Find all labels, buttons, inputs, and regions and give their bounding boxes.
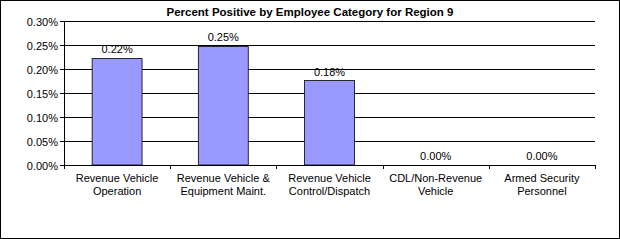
tick-mark [60, 93, 64, 94]
label-line: Equipment Maint. [180, 185, 266, 197]
category-label: Revenue VehicleOperation [76, 172, 159, 197]
label-line: Operation [93, 185, 141, 197]
data-label: 0.00% [526, 150, 557, 162]
category-label: Armed SecurityPersonnel [504, 172, 580, 197]
tick-label: 0.05% [27, 136, 58, 148]
bar [198, 46, 248, 165]
label-line: Armed Security [504, 172, 580, 184]
label-line: Revenue Vehicle [288, 172, 371, 184]
tick-label: 0.10% [27, 112, 58, 124]
tick-mark [60, 21, 64, 22]
tick-label: 0.15% [27, 88, 58, 100]
data-label: 0.18% [314, 66, 345, 78]
grid-line [64, 165, 595, 166]
category-label: CDL/Non-RevenueVehicle [389, 172, 482, 197]
data-label: 0.22% [101, 43, 132, 55]
bar [411, 165, 461, 166]
label-line: Revenue Vehicle & [177, 172, 271, 184]
y-axis [64, 21, 65, 165]
tick-label: 0.00% [27, 160, 58, 172]
label-line: Revenue Vehicle [76, 172, 159, 184]
x-tick [170, 165, 171, 169]
x-axis [64, 165, 595, 166]
bar [517, 165, 567, 166]
tick-mark [60, 141, 64, 142]
grid-line [64, 21, 595, 22]
tick-label: 0.20% [27, 64, 58, 76]
data-label: 0.25% [208, 31, 239, 43]
bar [92, 58, 142, 165]
category-label: Revenue Vehicle &Equipment Maint. [177, 172, 271, 197]
chart: Percent Positive by Employee Category fo… [0, 0, 620, 239]
tick-mark [60, 165, 64, 166]
x-tick [383, 165, 384, 169]
tick-mark [60, 69, 64, 70]
chart-border [1, 1, 620, 239]
bars [92, 46, 354, 165]
tick-mark [60, 117, 64, 118]
data-label: 0.00% [420, 150, 451, 162]
category-label: Revenue VehicleControl/Dispatch [288, 172, 371, 197]
label-line: Control/Dispatch [289, 185, 370, 197]
bar [305, 81, 355, 165]
x-tick [489, 165, 490, 169]
label-line: Vehicle [418, 185, 453, 197]
tick-label: 0.25% [27, 40, 58, 52]
grid-line [64, 45, 595, 46]
label-line: Personnel [517, 185, 567, 197]
tick-label: 0.30% [27, 16, 58, 28]
label-line: CDL/Non-Revenue [389, 172, 482, 184]
x-tick [276, 165, 277, 169]
x-tick [64, 165, 65, 169]
tick-mark [60, 45, 64, 46]
title: Percent Positive by Employee Category fo… [167, 6, 454, 18]
x-tick [595, 165, 596, 169]
